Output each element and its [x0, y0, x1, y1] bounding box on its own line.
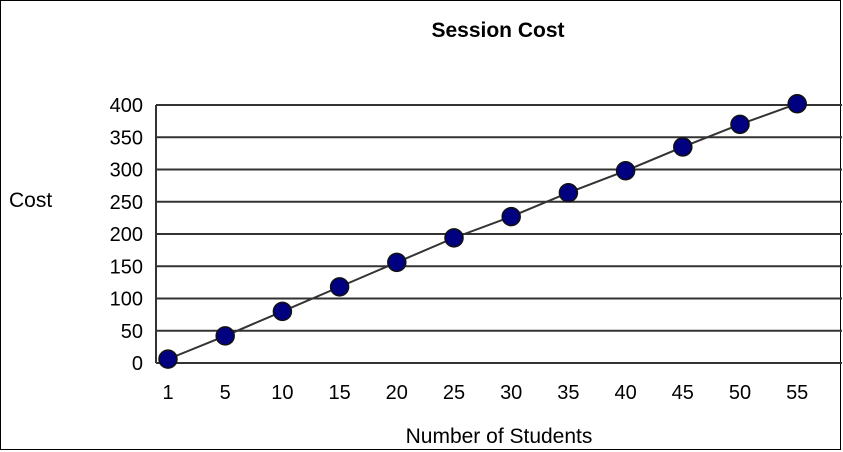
data-point — [615, 161, 636, 181]
x-tick-label: 1 — [162, 382, 173, 404]
x-tick-label: 45 — [672, 382, 694, 404]
data-point — [387, 252, 407, 273]
x-tick-label: 55 — [786, 382, 808, 404]
y-tick-label: 0 — [132, 353, 143, 375]
y-tick-label: 50 — [121, 321, 143, 343]
x-tick-label: 15 — [328, 382, 350, 404]
gridlines — [155, 104, 842, 364]
x-tick-label: 25 — [443, 382, 465, 404]
x-tick-label: 35 — [557, 382, 579, 404]
data-point — [444, 228, 464, 248]
x-tick-label: 30 — [500, 382, 522, 404]
data-point — [787, 93, 807, 114]
chart-title: Session Cost — [431, 19, 564, 42]
data-point — [730, 114, 750, 135]
data-point — [158, 349, 178, 369]
x-axis-ticks: 1 5 10 15 20 25 30 35 40 45 50 55 — [162, 382, 808, 404]
data-point — [329, 277, 350, 297]
y-tick-label: 400 — [110, 95, 143, 117]
data-point — [558, 182, 579, 203]
y-tick-label: 200 — [110, 224, 143, 246]
y-tick-label: 150 — [110, 256, 143, 278]
x-tick-label: 40 — [614, 382, 636, 404]
x-tick-label: 5 — [220, 382, 231, 404]
x-tick-label: 10 — [271, 382, 293, 404]
data-point — [215, 326, 235, 346]
data-series — [158, 93, 807, 369]
y-tick-label: 100 — [110, 289, 143, 311]
x-tick-label: 20 — [386, 382, 408, 404]
series-line — [167, 102, 798, 361]
y-axis-label: Cost — [9, 189, 52, 212]
x-axis-label: Number of Students — [406, 425, 593, 448]
y-tick-label: 300 — [110, 160, 143, 182]
y-tick-label: 250 — [110, 192, 143, 214]
y-tick-label: 350 — [110, 127, 143, 149]
data-point — [673, 137, 693, 157]
y-axis-ticks: 0 50 100 150 200 250 300 350 400 — [110, 95, 143, 375]
data-point — [501, 206, 521, 227]
data-point — [272, 301, 293, 322]
x-tick-label: 50 — [729, 382, 751, 404]
